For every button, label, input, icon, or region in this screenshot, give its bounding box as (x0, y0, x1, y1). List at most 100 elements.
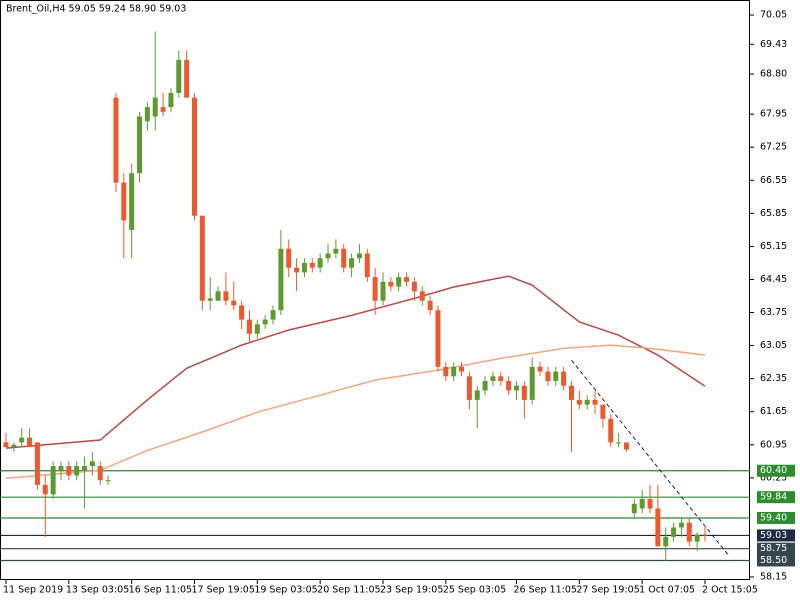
moving-average (5, 344, 706, 480)
candle-body (333, 248, 339, 254)
candle-body (364, 253, 370, 278)
candle-body (356, 253, 362, 259)
candle-body (466, 376, 472, 400)
candle-body (19, 437, 25, 443)
y-tick-label: 62.35 (760, 373, 787, 384)
y-tick-label: 64.45 (760, 274, 787, 285)
candle-body (639, 499, 645, 509)
candle-body (419, 291, 425, 301)
y-tick-label: 65.85 (760, 208, 787, 219)
candle-body (427, 300, 433, 311)
candle-body (616, 442, 622, 444)
candle-body (168, 92, 174, 108)
level-label-box (757, 511, 795, 524)
candle-body (184, 59, 190, 98)
x-tick-label: 1 Oct 07:05 (639, 585, 695, 596)
x-tick-label: 25 Sep 03:05 (443, 585, 506, 596)
x-tick-label: 13 Sep 03:05 (66, 585, 129, 596)
candle-body (576, 399, 582, 405)
level-label: 59.40 (760, 512, 787, 523)
candle-body (50, 466, 56, 495)
candle-body (58, 466, 64, 471)
candle-body (671, 527, 677, 537)
x-tick-label: 20 Sep 11:05 (317, 585, 380, 596)
candle-body (144, 107, 150, 122)
y-tick-label: 60.95 (760, 439, 787, 450)
y-tick-label: 60.25 (760, 472, 787, 483)
y-tick-label: 63.75 (760, 307, 787, 318)
x-tick-label: 17 Sep 19:05 (191, 585, 254, 596)
candle-body (600, 404, 606, 419)
candle-body (105, 480, 111, 482)
candle-body (137, 116, 143, 174)
level-label-box (757, 491, 795, 504)
candle-body (278, 248, 284, 311)
candle-body (561, 371, 567, 386)
candle-body (647, 499, 653, 509)
candle-body (270, 310, 276, 320)
y-tick-label: 70.05 (760, 10, 787, 21)
level-label: 58.75 (760, 543, 787, 554)
candle-body (474, 390, 480, 400)
candle-body (521, 385, 527, 400)
candle-body (380, 281, 386, 301)
x-tick-label: 27 Sep 19:05 (576, 585, 639, 596)
candle-body (317, 258, 323, 268)
candle-body (89, 461, 95, 467)
level-label-box (757, 529, 795, 542)
candle-body (246, 319, 252, 334)
level-label: 59.84 (760, 492, 787, 503)
level-label-box (757, 542, 795, 555)
candle-body (663, 536, 669, 547)
y-tick-label: 68.80 (760, 69, 787, 80)
candle-body (113, 97, 119, 183)
candle-body (66, 466, 72, 476)
candle-body (631, 503, 637, 514)
x-tick-label: 16 Sep 11:05 (129, 585, 192, 596)
candle-body (459, 366, 465, 372)
candle-body (191, 97, 197, 216)
candle-body (97, 466, 103, 481)
candle-body (388, 281, 394, 287)
candle-body (254, 324, 260, 334)
candle-body (207, 298, 213, 301)
x-tick-label: 11 Sep 2019 (3, 585, 63, 596)
candle-body (74, 466, 80, 476)
candle-body (553, 371, 559, 382)
candle-body (490, 376, 496, 382)
candle-body (11, 444, 17, 448)
candle-body (223, 291, 229, 301)
candle-body (529, 366, 535, 400)
x-tick-label: 26 Sep 11:05 (514, 585, 577, 596)
candle-body (239, 305, 245, 320)
candle-body (82, 466, 88, 471)
candle-body (262, 319, 268, 325)
level-label-box (757, 464, 795, 477)
candle-body (294, 267, 300, 273)
candle-body (608, 418, 614, 443)
y-tick-label: 67.95 (760, 109, 787, 120)
candle-body (506, 381, 512, 391)
candle-body (568, 385, 574, 400)
candle-body (325, 253, 331, 259)
candle-body (129, 173, 135, 230)
candle-body (482, 381, 488, 391)
y-tick-label: 69.43 (760, 39, 787, 50)
y-tick-label: 65.15 (760, 241, 787, 252)
candle-body (34, 442, 40, 485)
candle-body (309, 262, 315, 268)
y-tick-label: 58.15 (760, 572, 787, 583)
candle-body (584, 399, 590, 405)
candle-body (27, 437, 33, 448)
candle-body (349, 258, 355, 268)
y-tick-label: 67.25 (760, 142, 787, 153)
candle-body (443, 366, 449, 377)
candle-body (42, 484, 48, 495)
x-tick-label: 23 Sep 19:05 (380, 585, 443, 596)
candle-body (537, 366, 543, 372)
level-label: 59.03 (760, 530, 787, 541)
candle-body (411, 281, 417, 292)
candle-body (301, 262, 307, 273)
candle-body (545, 371, 551, 382)
candle-body (694, 534, 700, 542)
